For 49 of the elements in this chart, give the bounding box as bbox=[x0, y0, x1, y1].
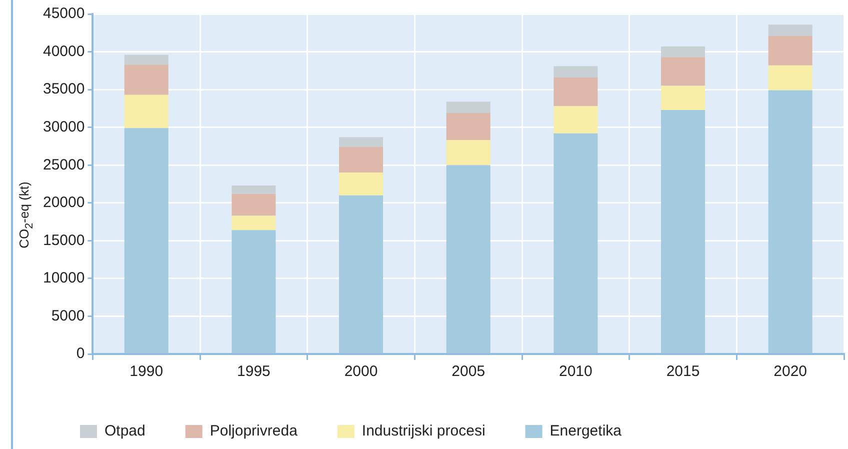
bar bbox=[124, 94, 168, 128]
y-tick-label: 5000 bbox=[51, 307, 85, 324]
bar bbox=[446, 102, 490, 113]
bar bbox=[554, 77, 598, 106]
bar bbox=[768, 90, 812, 354]
bar bbox=[554, 133, 598, 354]
bar bbox=[232, 186, 276, 194]
bar bbox=[339, 172, 384, 196]
bar bbox=[124, 64, 168, 95]
bar bbox=[554, 66, 598, 78]
legend-label: Energetika bbox=[550, 422, 622, 440]
legend-label: Poljoprivreda bbox=[210, 422, 298, 440]
bar bbox=[661, 46, 706, 58]
y-tick-label: 10000 bbox=[42, 270, 85, 287]
y-tick-label: 45000 bbox=[42, 5, 85, 22]
x-tick-label: 2015 bbox=[666, 363, 700, 380]
x-tick-label: 2005 bbox=[452, 363, 486, 380]
x-tick-label: 2010 bbox=[558, 363, 592, 380]
y-tick-label: 15000 bbox=[42, 232, 85, 249]
bar bbox=[446, 140, 490, 166]
y-tick-label: 40000 bbox=[42, 42, 85, 60]
legend-label: Industrijski procesi bbox=[362, 422, 486, 440]
bar bbox=[339, 137, 384, 147]
x-tick-label: 2000 bbox=[344, 363, 378, 380]
y-tick-label: 35000 bbox=[42, 80, 85, 98]
bar bbox=[661, 86, 706, 110]
bar bbox=[446, 112, 490, 140]
bar bbox=[339, 195, 384, 354]
y-tick-label: 20000 bbox=[42, 194, 85, 212]
bar bbox=[768, 65, 812, 90]
bar bbox=[232, 216, 276, 230]
bar bbox=[232, 230, 276, 354]
x-tick-label: 2020 bbox=[774, 363, 808, 380]
x-tick-label: 1990 bbox=[130, 363, 164, 380]
y-tick-label: 25000 bbox=[42, 156, 85, 174]
y-tick-label: 0 bbox=[76, 345, 85, 362]
y-tick-label: 30000 bbox=[42, 118, 85, 136]
bar bbox=[232, 194, 276, 216]
bar bbox=[339, 146, 384, 173]
bar bbox=[661, 110, 706, 354]
bar bbox=[661, 57, 706, 86]
bar bbox=[554, 106, 598, 134]
bar bbox=[768, 36, 812, 66]
bar bbox=[124, 128, 168, 354]
bar bbox=[446, 165, 490, 354]
bar bbox=[124, 54, 168, 65]
legend-label: Otpad bbox=[104, 422, 146, 440]
bar bbox=[768, 24, 812, 36]
x-tick-label: 1995 bbox=[237, 363, 270, 380]
